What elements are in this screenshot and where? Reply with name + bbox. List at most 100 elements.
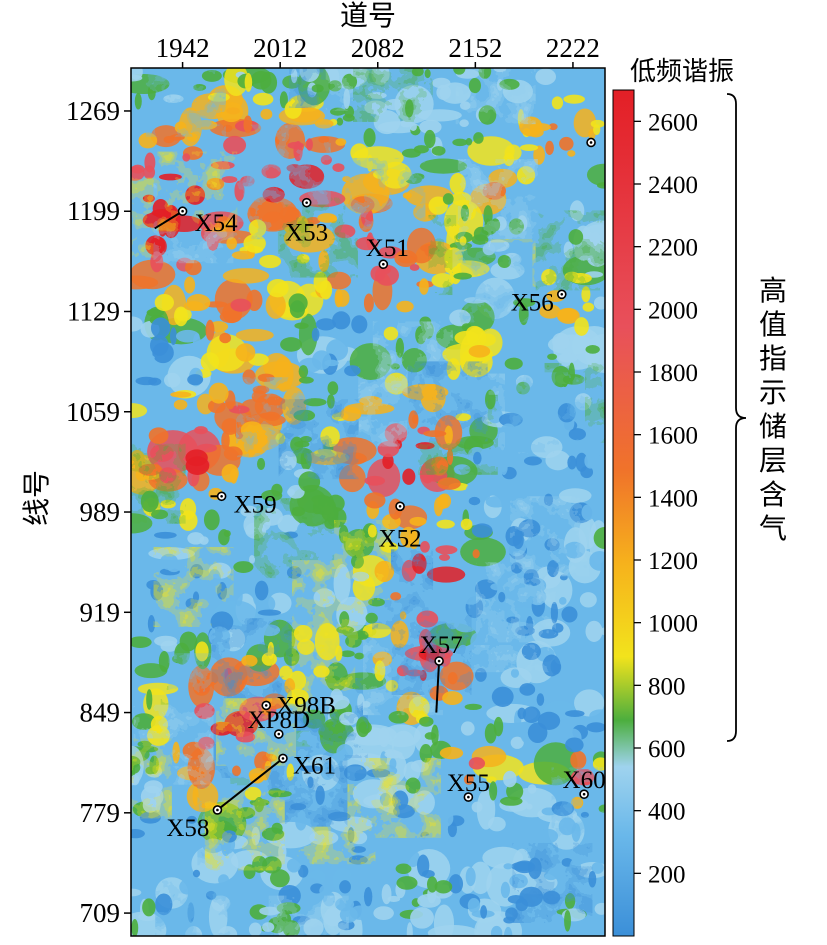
heat-patch [473, 132, 484, 144]
heat-patch [577, 668, 600, 689]
heat-patch [143, 165, 156, 180]
well-trajectory [154, 210, 184, 230]
heat-patch [489, 781, 498, 801]
heat-patch [311, 327, 320, 342]
colorbar-ticks: 2600 2400 2200 2000 1800 1600 1400 1200 1000 800 6… [634, 109, 698, 888]
heat-patch [468, 496, 481, 506]
texture-speckle [535, 210, 605, 291]
heat-patch [194, 426, 208, 435]
heat-patch [545, 140, 554, 155]
heat-patch [298, 365, 309, 378]
heat-patch [231, 250, 255, 260]
heat-patch [419, 119, 442, 135]
texture-speckle [216, 685, 297, 766]
texture-speckle [407, 361, 488, 442]
heat-patch [134, 663, 168, 679]
y-axis-title: 线号 [20, 470, 53, 526]
heat-patch [363, 886, 373, 907]
heat-patch [426, 876, 438, 893]
well-marker-center [382, 262, 385, 266]
heat-patch [254, 580, 269, 601]
texture-speckle [455, 68, 536, 125]
texture-speckle [131, 443, 186, 524]
heat-patch [438, 493, 452, 509]
texture-speckle [345, 157, 426, 238]
heat-patch [339, 880, 351, 894]
heat-patch [223, 135, 247, 155]
heat-patch [517, 707, 527, 720]
y-tick-label: 989 [80, 497, 121, 527]
heat-patch [265, 292, 286, 319]
heat-patch [547, 353, 558, 360]
heat-patch [203, 509, 220, 531]
heat-patch [460, 721, 475, 736]
heat-patch [131, 316, 143, 332]
heat-patch [586, 722, 605, 733]
heat-patch [183, 301, 204, 311]
heat-patch [398, 255, 417, 264]
heat-patch [230, 298, 252, 312]
well-label: X55 [447, 770, 490, 797]
heat-patch [208, 382, 229, 404]
heat-patch [315, 318, 337, 331]
well-marker-center [437, 659, 441, 663]
texture-speckle [145, 68, 226, 137]
heat-patch [570, 750, 587, 770]
heat-patch [378, 727, 390, 748]
heat-patch [485, 496, 508, 508]
heat-patch [257, 609, 282, 616]
heat-patch [582, 302, 595, 312]
heat-patch [428, 196, 448, 215]
texture-speckle [131, 738, 172, 819]
y-tick-label: 709 [80, 898, 121, 928]
well-label: X53 [285, 220, 328, 247]
heat-patch [568, 473, 581, 482]
heat-patch [147, 615, 156, 633]
bracket-annotation-char: 指 [759, 342, 787, 375]
heat-patch [431, 77, 451, 89]
heat-patch [503, 863, 513, 870]
bracket-annotation-char: 高 [759, 274, 787, 307]
heat-patch [596, 182, 605, 189]
heat-patch [468, 757, 486, 770]
heat-patch [431, 146, 446, 156]
heat-patch [131, 403, 148, 419]
x-axis-title: 道号 [340, 0, 396, 32]
heat-patch [548, 123, 558, 131]
heat-patch [567, 150, 576, 157]
y-tick-label: 919 [80, 597, 121, 627]
heat-patch [589, 551, 605, 571]
heat-patch [510, 736, 524, 749]
heat-patch [410, 907, 434, 929]
well-x61: X61 [216, 752, 336, 811]
heat-patch [131, 259, 176, 290]
heat-patch [336, 117, 344, 126]
heat-patch [187, 532, 205, 545]
heat-patch [351, 315, 368, 334]
heat-patch [327, 381, 339, 395]
heat-patch [579, 592, 597, 608]
well-marker-center [589, 141, 593, 144]
heat-patch [419, 278, 429, 295]
heat-patch [354, 652, 365, 660]
heat-patch [134, 92, 142, 110]
heat-patch [522, 706, 541, 724]
heat-patch [409, 516, 427, 526]
colorbar-tick-label: 2200 [648, 235, 698, 262]
well-x56: X56 [511, 289, 567, 316]
heat-patch [135, 376, 158, 386]
heat-patch [148, 427, 169, 444]
heat-patch [235, 328, 274, 342]
heat-patch [279, 91, 288, 109]
texture-speckle [204, 790, 285, 871]
heat-patch [131, 577, 145, 589]
heat-patch [170, 391, 192, 398]
heat-patch [350, 868, 373, 890]
colorbar-tick-label: 1800 [648, 360, 698, 387]
heat-patch [221, 418, 239, 435]
colorbar-tick-label: 600 [648, 736, 686, 763]
heat-patch [416, 854, 430, 877]
heat-patch [150, 334, 169, 356]
heat-patch [131, 636, 152, 648]
heat-patch [558, 352, 579, 363]
